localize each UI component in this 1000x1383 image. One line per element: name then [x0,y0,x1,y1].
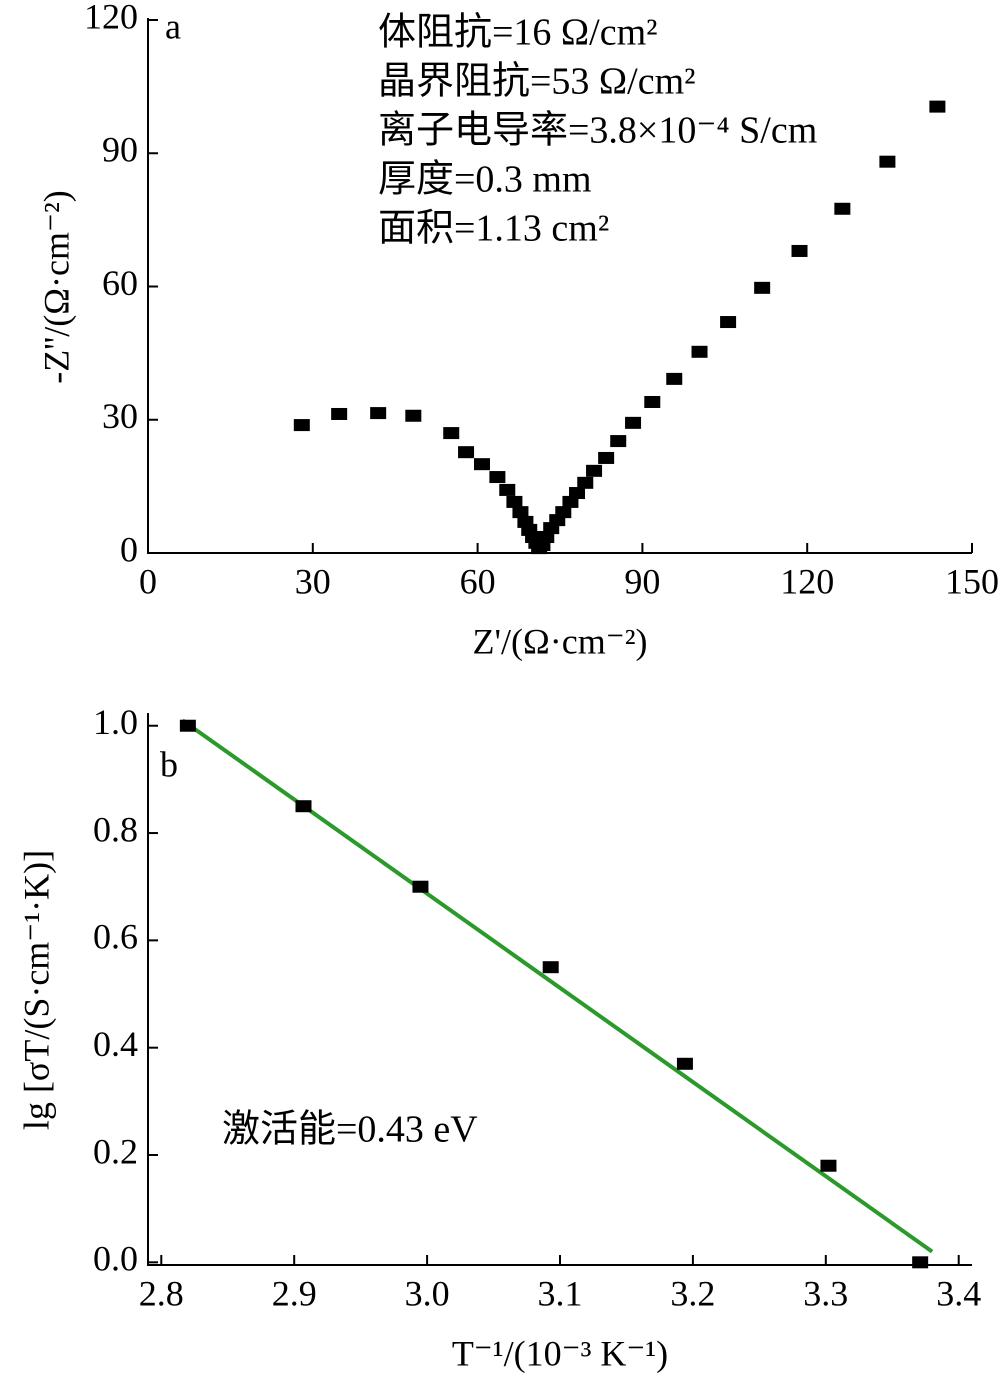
x-axis-label: Z'/(Ω·cm⁻²) [473,621,648,661]
data-point [754,281,771,294]
data-point [791,244,808,257]
data-point [912,1256,929,1269]
x-tick-label: 3.3 [803,1273,848,1313]
data-point [569,487,586,500]
y-tick-label: 0.8 [93,809,138,849]
data-point [489,471,506,484]
data-point [331,407,348,420]
x-tick-label: 0 [139,561,157,601]
data-point [820,1159,837,1172]
x-tick-label: 120 [780,561,834,601]
data-point [598,451,615,464]
y-axis-label: lg [σT/(S·cm⁻¹·K)] [16,850,56,1130]
x-tick-label: 150 [945,561,999,601]
y-tick-label: 90 [102,130,138,170]
y-tick-label: 120 [84,0,138,36]
data-point [879,155,896,168]
data-point [179,719,196,732]
data-point [666,372,683,385]
data-point [676,1057,693,1070]
x-tick-label: 2.8 [139,1273,184,1313]
x-tick-label: 2.9 [272,1273,317,1313]
data-point [577,476,594,489]
data-point [473,458,490,471]
x-tick-label: 90 [624,561,660,601]
x-tick-label: 3.4 [936,1273,981,1313]
annotation: 厚度=0.3 mm [378,159,592,201]
data-point [720,316,737,329]
data-point [499,483,516,496]
x-axis-label: T⁻¹/(10⁻³ K⁻¹) [452,1333,668,1373]
x-tick-label: 3.0 [405,1273,450,1313]
y-tick-label: 0.2 [93,1131,138,1171]
data-point [443,427,460,440]
y-tick-label: 60 [102,263,138,303]
fit-line [181,718,934,1254]
data-point [412,880,429,893]
data-point [691,345,708,358]
data-point [625,416,642,429]
x-tick-label: 3.2 [670,1273,715,1313]
panel-label: a [165,6,181,46]
x-tick-label: 60 [460,561,496,601]
y-tick-label: 0 [120,529,138,569]
y-tick-label: 1.0 [93,702,138,742]
data-point [293,419,310,432]
data-point [458,446,475,459]
panel-label: b [160,744,178,784]
data-point [929,100,946,113]
data-point [644,395,661,408]
data-point [370,407,387,420]
data-point [506,495,523,508]
data-point [610,435,627,448]
x-tick-label: 30 [295,561,331,601]
annotation: 面积=1.13 cm² [378,208,609,250]
annotation: 晶界阻抗=53 Ω/cm² [378,61,696,103]
data-point [405,409,422,422]
y-tick-label: 30 [102,396,138,436]
data-point [834,202,851,215]
annotation: 离子电导率=3.8×10⁻⁴ S/cm [378,110,817,152]
y-axis-label: -Z''/(Ω·cm⁻²) [36,190,76,383]
y-tick-label: 0.0 [93,1239,138,1279]
data-point [295,800,312,813]
annotation: 体阻抗=16 Ω/cm² [378,12,658,54]
data-point [586,464,603,477]
y-tick-label: 0.6 [93,917,138,957]
data-point [512,506,529,519]
data-point [542,961,559,974]
annotation: 激活能=0.43 eV [222,1109,478,1151]
y-tick-label: 0.4 [93,1024,138,1064]
x-tick-label: 3.1 [538,1273,583,1313]
data-point [555,506,572,519]
